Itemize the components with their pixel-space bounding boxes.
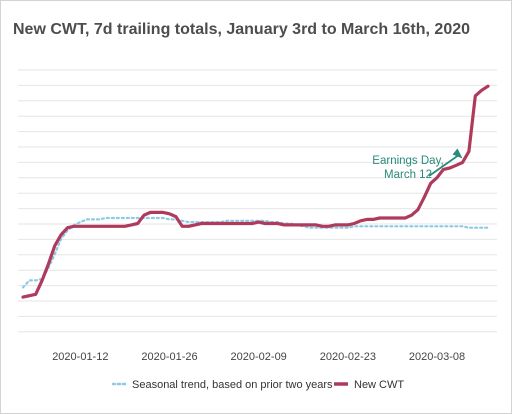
legend-label-seasonal: Seasonal trend, based on prior two years — [132, 379, 333, 391]
new-cwt-line — [21, 84, 490, 299]
x-tick-label: 2020-02-09 — [231, 351, 287, 363]
legend-label-new-cwt: New CWT — [354, 379, 404, 391]
x-tick-label: 2020-02-23 — [320, 351, 376, 363]
x-tick-label: 2020-01-12 — [52, 351, 108, 363]
annotation-label: March 12 — [384, 169, 432, 181]
chart-title: New CWT, 7d trailing totals, January 3rd… — [13, 21, 471, 38]
x-tick-label: 2020-03-08 — [409, 351, 465, 363]
annotation-arrowhead — [452, 148, 463, 159]
x-tick-label: 2020-01-26 — [141, 351, 197, 363]
annotation-label: Earnings Day, — [372, 155, 443, 167]
seasonal-trend-line — [21, 216, 490, 289]
annotation-arrow — [428, 153, 461, 177]
